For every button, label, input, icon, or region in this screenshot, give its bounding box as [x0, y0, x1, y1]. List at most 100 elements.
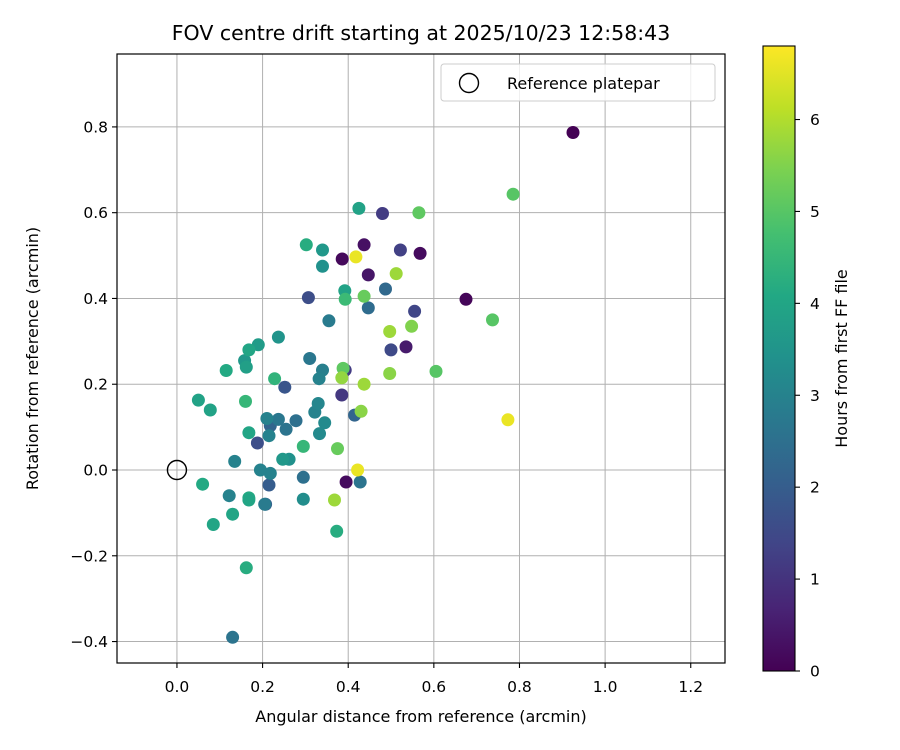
data-point	[379, 282, 392, 296]
data-point	[383, 367, 397, 380]
y-tick-label: 0.6	[83, 204, 108, 222]
y-axis-label: Rotation from reference (arcmin)	[23, 227, 42, 490]
colorbar-tick-label: 0	[810, 663, 820, 681]
colorbar-tick-label: 5	[810, 203, 820, 221]
data-point	[296, 470, 310, 484]
data-point	[349, 250, 363, 264]
data-point	[331, 442, 344, 456]
data-point	[405, 319, 419, 333]
data-point	[206, 518, 220, 531]
data-point	[312, 372, 326, 386]
legend-box	[440, 63, 716, 102]
data-point	[357, 289, 371, 303]
data-point	[262, 429, 276, 443]
x-tick-label: 0.2	[250, 678, 275, 696]
data-point	[501, 413, 515, 427]
data-point	[338, 292, 352, 306]
data-point	[393, 243, 407, 257]
data-point	[279, 422, 293, 436]
data-point	[351, 463, 365, 477]
data-point	[278, 380, 292, 394]
y-tick-label: 0.8	[83, 118, 108, 136]
data-point	[486, 313, 499, 327]
x-axis-label: Angular distance from reference (arcmin)	[255, 707, 586, 726]
colorbar-gradient	[762, 45, 796, 672]
data-point	[459, 292, 473, 306]
data-point	[268, 372, 282, 386]
data-point	[313, 427, 326, 441]
x-tick-label: 0.8	[507, 678, 532, 696]
data-point	[354, 404, 368, 418]
data-point	[253, 463, 267, 477]
data-point	[271, 330, 285, 344]
data-point	[226, 630, 240, 644]
data-point	[226, 507, 240, 521]
y-axis-ticks: −0.4 −0.2 0.0 0.2 0.4 0.6 0.8	[70, 118, 117, 651]
data-point	[203, 403, 217, 417]
y-tick-label: 0.4	[83, 290, 108, 308]
data-point	[296, 492, 310, 506]
colorbar-tick-label: 6	[810, 111, 820, 129]
chart-title: FOV centre drift starting at 2025/10/23 …	[172, 21, 671, 45]
data-point	[316, 259, 329, 273]
data-point	[276, 452, 290, 466]
x-tick-label: 0.0	[165, 678, 190, 696]
data-point	[357, 377, 371, 391]
reference-platepar-marker	[166, 459, 188, 481]
data-point	[408, 304, 422, 318]
legend-label: Reference platepar	[507, 74, 660, 93]
colorbar-ticks: 0 1 2 3 4 5 6	[795, 111, 820, 681]
data-point	[262, 478, 276, 492]
data-point	[239, 561, 253, 575]
data-point	[335, 371, 349, 385]
data-point	[413, 246, 427, 260]
data-point	[429, 364, 443, 378]
data-point	[196, 477, 210, 491]
x-tick-label: 1.0	[593, 678, 618, 696]
y-tick-label: 0.0	[83, 462, 108, 480]
y-tick-label: 0.2	[83, 376, 108, 394]
data-point	[289, 414, 303, 428]
data-point	[242, 343, 256, 357]
data-point	[258, 497, 272, 511]
data-point	[335, 252, 349, 266]
data-point	[222, 489, 236, 503]
data-point	[260, 412, 274, 425]
x-tick-label: 0.4	[336, 678, 361, 696]
data-point	[566, 126, 580, 139]
data-point	[322, 314, 336, 328]
data-point	[399, 340, 413, 354]
colorbar-tick-label: 3	[810, 387, 820, 405]
data-point	[228, 454, 242, 468]
data-point	[318, 416, 332, 430]
colorbar-tick-label: 1	[810, 571, 820, 589]
y-tick-label: −0.4	[70, 633, 108, 651]
data-point	[191, 393, 205, 407]
data-point	[219, 364, 233, 377]
data-point	[311, 397, 325, 410]
data-point	[303, 352, 317, 365]
data-point	[352, 201, 366, 215]
y-tick-label: −0.2	[70, 547, 108, 565]
data-point	[384, 343, 398, 357]
data-point	[239, 394, 252, 408]
data-point	[250, 436, 264, 450]
data-point	[330, 524, 344, 538]
data-point	[339, 475, 353, 489]
data-point	[383, 325, 397, 338]
data-point	[335, 388, 349, 402]
data-point	[271, 412, 285, 426]
colorbar-label: Hours from first FF file	[832, 269, 851, 448]
data-point	[242, 426, 256, 440]
data-point	[299, 238, 313, 252]
colorbar-tick-label: 4	[810, 295, 820, 313]
plot-frame	[116, 53, 726, 664]
data-point	[361, 301, 375, 315]
grid-lines	[117, 54, 725, 663]
legend-marker-icon	[458, 72, 480, 94]
legend: Reference platepar	[440, 63, 716, 102]
data-point	[376, 207, 389, 220]
x-axis-ticks: 0.0 0.2 0.4 0.6 0.8 1.0 1.2	[165, 663, 703, 696]
data-point	[316, 243, 329, 257]
